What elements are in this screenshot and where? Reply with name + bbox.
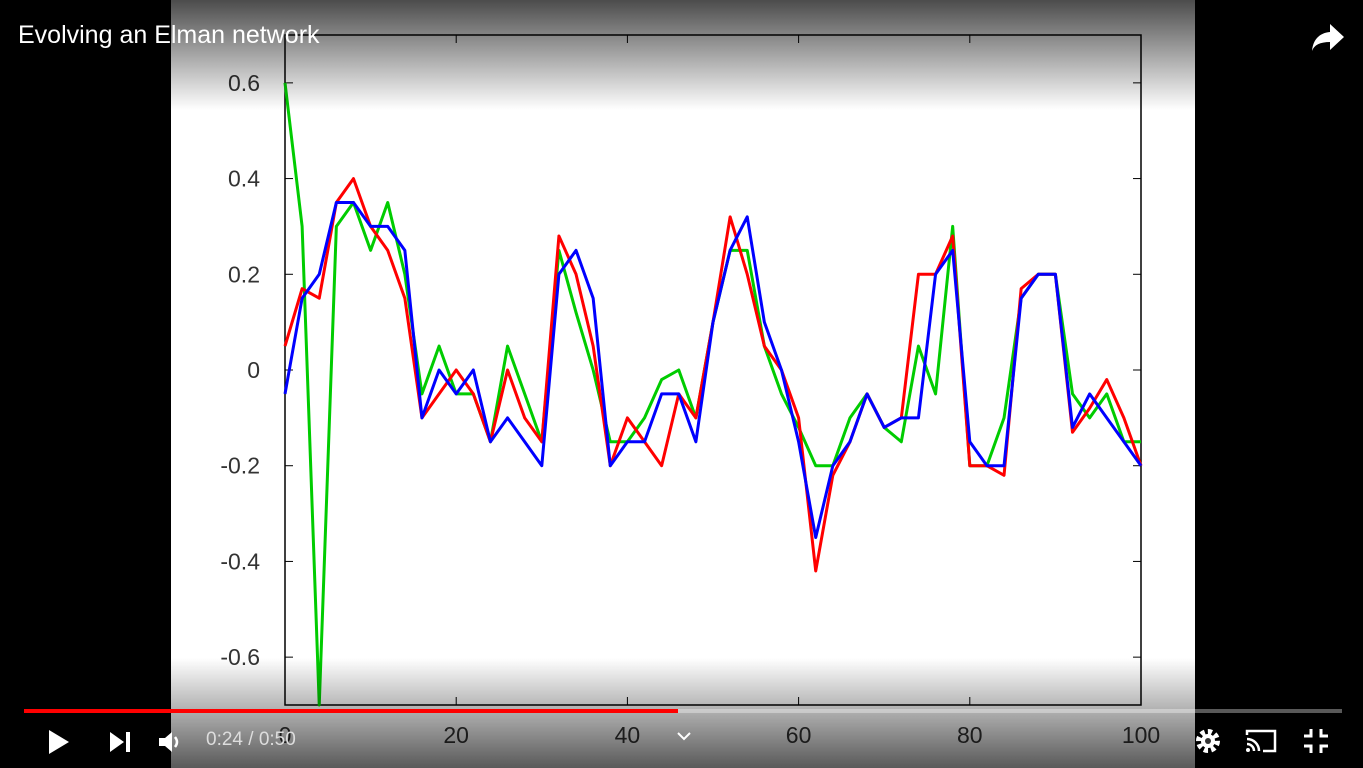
y-tick-label: -0.2 [220,453,260,479]
y-tick-label: 0.2 [228,261,260,287]
chapter-chevron[interactable] [676,730,692,744]
top-shade [0,0,1363,110]
volume-button[interactable] [156,728,184,756]
y-tick-label: -0.4 [220,548,260,574]
y-tick-label: 0 [247,357,260,383]
play-button[interactable] [46,728,72,756]
next-button[interactable] [108,730,132,754]
progress-played [24,709,678,713]
bottom-shade [0,658,1363,768]
video-title[interactable]: Evolving an Elman network [18,21,320,49]
series-line [283,201,1143,539]
exit-fullscreen-button[interactable] [1302,727,1330,755]
share-button[interactable] [1310,20,1346,54]
y-tick-label: 0.4 [228,166,260,192]
progress-bar[interactable] [24,709,1342,713]
settings-button[interactable] [1194,727,1222,755]
cast-button[interactable] [1244,727,1278,755]
time-display: 0:24 / 0:50 [206,729,296,750]
